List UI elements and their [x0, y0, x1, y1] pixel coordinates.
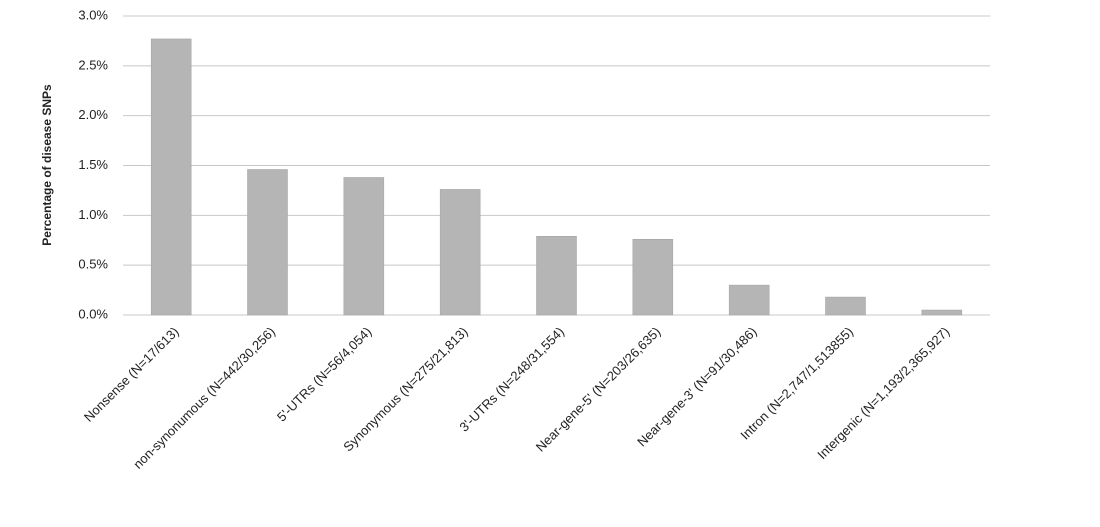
- bar: [921, 309, 963, 316]
- y-tick-label: 1.0%: [78, 207, 108, 222]
- bar: [439, 189, 481, 316]
- bar: [247, 169, 288, 316]
- y-tick-label: 1.5%: [78, 157, 108, 172]
- x-tick-label: 5'-UTRs (N=56/4,054): [274, 324, 374, 424]
- y-axis-label: Percentage of disease SNPs: [40, 84, 54, 246]
- bar: [728, 284, 770, 316]
- bar: [343, 177, 385, 316]
- bar: [632, 239, 674, 316]
- x-tick-label: 3'-UTRs (N=248/31,554): [456, 324, 567, 435]
- x-tick-label: Intron (N=2,747/1,513855): [737, 324, 856, 443]
- y-tick-label: 0.0%: [78, 306, 108, 321]
- x-tick-label: Nonsense (N=17/613): [81, 324, 182, 425]
- bar: [536, 236, 577, 316]
- bar: [825, 296, 866, 316]
- y-tick-label: 0.5%: [78, 257, 108, 272]
- y-tick-label: 3.0%: [78, 7, 108, 22]
- bar: [150, 38, 192, 316]
- y-tick-label: 2.0%: [78, 107, 108, 122]
- y-tick-label: 2.5%: [78, 57, 108, 72]
